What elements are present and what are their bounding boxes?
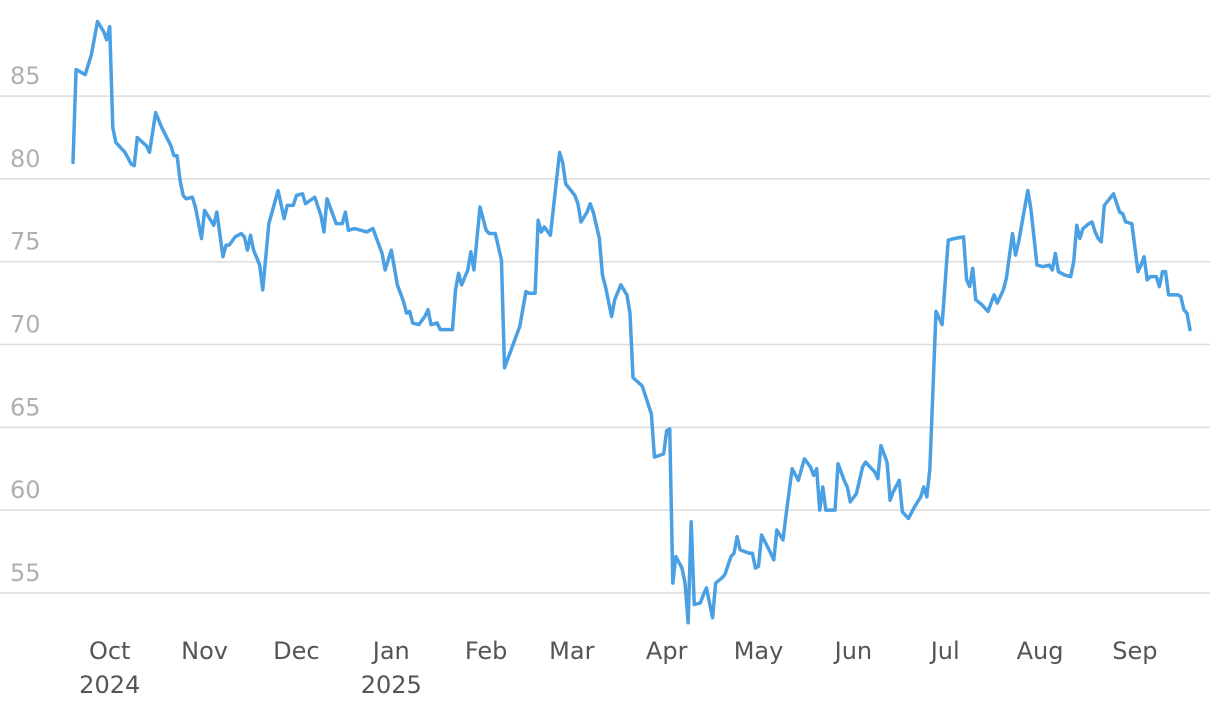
y-tick-label: 80 bbox=[10, 145, 41, 173]
x-tick-label: Feb bbox=[465, 637, 508, 665]
x-tick-label: Jun bbox=[833, 637, 873, 665]
x-tick-year: 2024 bbox=[79, 671, 140, 699]
y-tick-label: 85 bbox=[10, 62, 41, 90]
x-tick-year: 2025 bbox=[361, 671, 422, 699]
x-tick-label: Oct bbox=[89, 637, 131, 665]
y-tick-label: 65 bbox=[10, 393, 41, 421]
x-tick-label: Apr bbox=[646, 637, 688, 665]
x-tick-label: Jul bbox=[929, 637, 960, 665]
x-tick-label: Jan bbox=[371, 637, 410, 665]
x-tick-label: Nov bbox=[181, 637, 228, 665]
price-line bbox=[71, 19, 1192, 625]
x-tick-label: Sep bbox=[1112, 637, 1157, 665]
x-tick-label: Aug bbox=[1017, 637, 1064, 665]
y-tick-label: 70 bbox=[10, 311, 41, 339]
y-tick-label: 55 bbox=[10, 559, 41, 587]
x-tick-label: Dec bbox=[273, 637, 319, 665]
y-tick-label: 60 bbox=[10, 476, 41, 504]
x-tick-label: May bbox=[734, 637, 784, 665]
x-tick-label: Mar bbox=[549, 637, 594, 665]
y-tick-label: 75 bbox=[10, 228, 41, 256]
